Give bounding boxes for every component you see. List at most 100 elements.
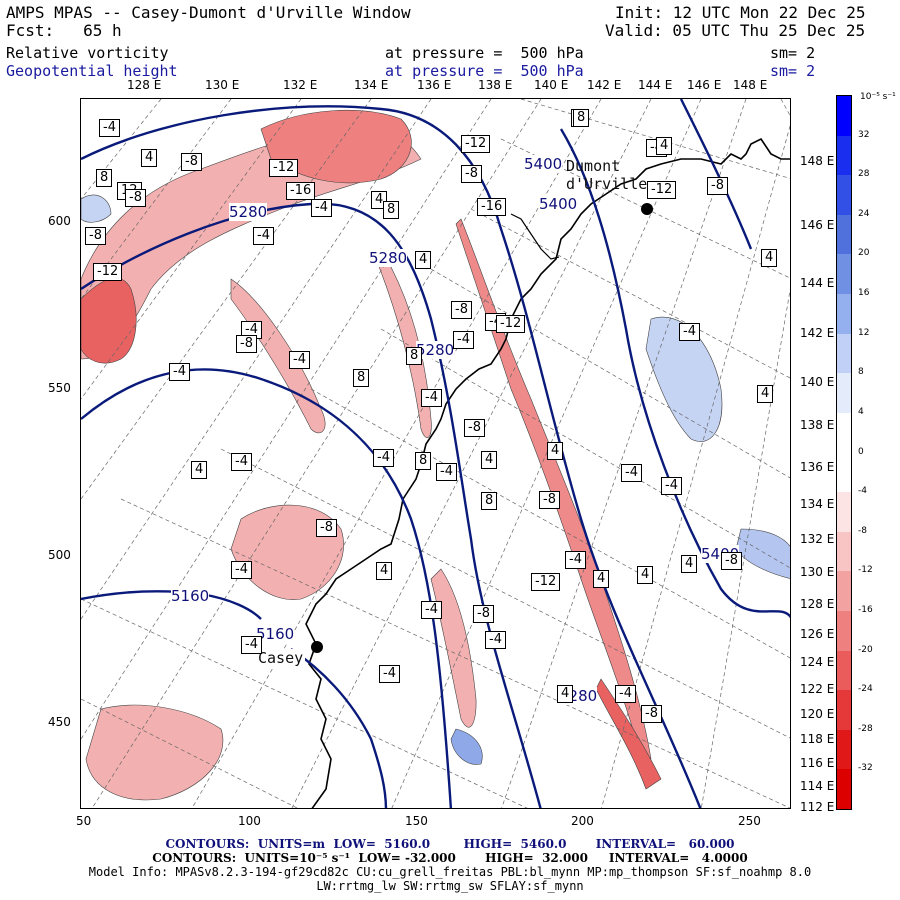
lat-label: 136 E <box>800 460 835 474</box>
vorticity-label: -12 <box>269 159 299 177</box>
vorticity-label: -8 <box>125 189 146 207</box>
neg-vort-region <box>81 124 422 360</box>
lat-label: 114 E <box>800 779 835 793</box>
grid-line <box>81 99 492 740</box>
height-contour <box>679 99 753 250</box>
colorbar-segment <box>837 412 851 453</box>
lat-label: 126 E <box>800 627 835 641</box>
colorbar-segment <box>837 373 851 414</box>
init-time: Init: 12 UTC Mon 22 Dec 25 <box>615 3 866 22</box>
colorbar-label: 28 <box>858 169 870 180</box>
colorbar-segment <box>837 492 851 533</box>
field2-smoothing: sm= 2 <box>770 62 816 80</box>
y-tick: 450 <box>48 715 71 729</box>
vorticity-label: -8 <box>641 705 662 723</box>
x-tick: 150 <box>405 814 428 828</box>
grid-line <box>470 208 790 379</box>
lat-label: 122 E <box>800 682 835 696</box>
colorbar-label: 16 <box>858 288 870 299</box>
vorticity-label: -12 <box>647 181 677 199</box>
grid-line <box>81 99 162 200</box>
vorticity-label: -4 <box>485 631 506 649</box>
height-contour <box>559 128 790 619</box>
lat-label: 140 E <box>800 375 835 389</box>
lon-label: 138 E <box>478 78 513 92</box>
y-tick: 550 <box>48 381 71 395</box>
height-labels: 5400 5400 5280 5280 5280 5160 5160 5400 … <box>81 99 790 808</box>
vorticity-label: 4 <box>757 385 774 403</box>
forecast-hour: Fcst: 65 h <box>6 21 122 40</box>
colorbar-label: -28 <box>858 723 873 734</box>
height-label: 5280 <box>229 203 268 221</box>
vorticity-label: 8 <box>353 369 370 387</box>
x-tick: 200 <box>571 814 594 828</box>
lat-label: 132 E <box>800 532 835 546</box>
footer-height-contours: CONTOURS: UNITS=m LOW= 5160.0 HIGH= 5460… <box>165 837 735 851</box>
lat-label: 138 E <box>800 418 835 432</box>
dumont-durville-station-marker <box>641 203 653 215</box>
vorticity-label: -4 <box>231 561 252 579</box>
vorticity-label: -4 <box>99 119 120 137</box>
grid-line <box>91 99 542 808</box>
lat-label: 146 E <box>800 218 835 232</box>
colorbar-label: -12 <box>858 565 873 576</box>
negative-vorticity-shading <box>81 109 662 801</box>
colorbar-segment <box>837 769 851 810</box>
neg-vort-region <box>230 504 344 600</box>
colorbar-label: 24 <box>858 208 870 219</box>
footer-model-info-2: LW:rrtmg_lw SW:rrtmg_sw SFLAY:sf_mynn <box>316 879 584 893</box>
vorticity-label: -4 <box>373 449 394 467</box>
colorbar-label: -16 <box>858 604 873 615</box>
colorbar-segment <box>837 610 851 652</box>
vorticity-label: 8 <box>383 201 400 219</box>
vorticity-label: -4 <box>311 199 332 217</box>
vorticity-label: -4 <box>436 463 457 481</box>
vorticity-label: 4 <box>415 251 432 269</box>
vorticity-label: -8 <box>464 419 485 437</box>
footer-vort-contours: CONTOURS: UNITS=10⁻⁵ s⁻¹ LOW= -32.000 HI… <box>152 851 748 865</box>
vorticity-label: 4 <box>557 685 574 703</box>
vorticity-label: 8 <box>415 452 432 470</box>
neg-vort-region <box>375 248 432 439</box>
colorbar-label: 4 <box>858 406 864 417</box>
height-label: 5160 <box>171 587 210 605</box>
grid-line <box>81 99 372 500</box>
vorticity-label: 4 <box>547 442 564 460</box>
lon-label: 128 E <box>127 78 162 92</box>
lon-label: 130 E <box>205 78 240 92</box>
vorticity-label: -4 <box>621 464 642 482</box>
vorticity-label: -8 <box>181 153 202 171</box>
height-contour <box>290 648 388 808</box>
height-label: 5400 <box>524 155 563 173</box>
vorticity-label: 4 <box>141 149 158 167</box>
field1-level: at pressure = 500 hPa <box>385 44 584 62</box>
colorbar-segment <box>837 135 851 176</box>
x-tick: 100 <box>238 814 261 828</box>
lat-label: 134 E <box>800 497 835 511</box>
height-contour <box>81 105 702 808</box>
vorticity-label: -16 <box>477 198 507 216</box>
vorticity-label: -16 <box>286 182 316 200</box>
vorticity-label: -12 <box>496 315 526 333</box>
pos-vort-region <box>81 194 112 223</box>
field2-name: Geopotential height <box>6 62 178 80</box>
vorticity-label: -4 <box>241 636 262 654</box>
vorticity-labels: -44-8-12-16812-8-448-4-12-84-168-4-124-8… <box>81 99 790 808</box>
colorbar-label: -32 <box>858 763 873 774</box>
x-tick: 250 <box>738 814 761 828</box>
casey-station-marker <box>311 641 323 653</box>
colorbar-label: 20 <box>858 248 870 259</box>
neg-vort-region <box>595 678 662 790</box>
lon-label: 134 E <box>354 78 389 92</box>
vorticity-label: -8 <box>316 519 337 537</box>
colorbar <box>836 95 852 810</box>
colorbar-segment <box>837 254 851 295</box>
vorticity-label: -12 <box>93 263 123 281</box>
map-svg <box>81 99 790 808</box>
vorticity-label: 8 <box>481 492 498 510</box>
lon-label: 136 E <box>417 78 452 92</box>
y-tick: 600 <box>48 214 71 228</box>
grid-line <box>81 99 302 400</box>
colorbar-label: -20 <box>858 644 873 655</box>
lat-label: 148 E <box>800 154 835 168</box>
